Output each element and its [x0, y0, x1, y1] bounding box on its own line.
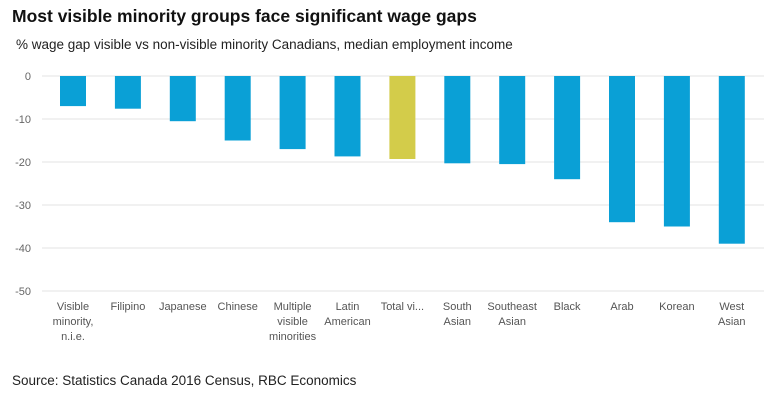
- x-category-label: Visible minority, n.i.e.: [53, 301, 94, 343]
- x-category-label: Korean: [659, 301, 694, 313]
- x-category-label: Southeast Asian: [487, 301, 537, 328]
- bars: [60, 76, 745, 244]
- x-category-label-line: Chinese: [218, 301, 258, 313]
- bar: [499, 76, 526, 165]
- bar: [609, 76, 635, 223]
- x-category-label-line: minority,: [53, 316, 94, 328]
- x-category-label: Arab: [610, 301, 633, 313]
- x-category-label: Japanese: [159, 301, 207, 313]
- x-category-label-line: Filipino: [110, 301, 145, 313]
- x-category-label-line: Korean: [659, 301, 694, 313]
- bar: [334, 76, 361, 157]
- x-category-label-line: American: [324, 316, 370, 328]
- x-category-label-line: Latin: [336, 301, 360, 313]
- x-category-label-line: minorities: [269, 331, 317, 343]
- x-category-label-line: Arab: [610, 301, 633, 313]
- y-tick-label: -30: [15, 200, 31, 212]
- bar: [554, 76, 581, 180]
- x-category-label-line: Asian: [444, 316, 472, 328]
- bar: [60, 76, 86, 107]
- x-category-label-line: n.i.e.: [61, 331, 85, 343]
- bar: [224, 76, 251, 141]
- x-category-label-line: visible: [277, 316, 308, 328]
- x-category-label-line: Asian: [498, 316, 526, 328]
- chart-subtitle: % wage gap visible vs non-visible minori…: [16, 37, 513, 52]
- x-category-label: West Asian: [718, 301, 746, 328]
- bar: [663, 76, 690, 227]
- x-category-label: South Asian: [443, 301, 472, 328]
- source-note: Source: Statistics Canada 2016 Census, R…: [12, 373, 357, 388]
- x-category-label-line: South: [443, 301, 472, 313]
- y-tick-label: -10: [15, 114, 31, 126]
- y-tick-label: -20: [15, 157, 31, 169]
- x-category-label: Chinese: [218, 301, 258, 313]
- x-category-label: Filipino: [110, 301, 145, 313]
- y-tick-label: -40: [15, 243, 31, 255]
- x-category-label: Multiple visible minorities: [269, 301, 317, 343]
- y-tick-label: -50: [15, 286, 31, 298]
- x-category-label-line: Southeast: [487, 301, 537, 313]
- bar: [169, 76, 196, 122]
- y-axis-ticks: 0 -10 -20 -30 -40 -50: [15, 71, 31, 298]
- x-category-label-line: West: [719, 301, 744, 313]
- x-axis-labels: Visible minority, n.i.e. Filipino Japanese Ch…: [53, 301, 746, 343]
- bar: [389, 76, 416, 159]
- bar: [279, 76, 306, 150]
- x-category-label: Total vi...: [381, 301, 424, 313]
- bar: [114, 76, 141, 109]
- bar: [718, 76, 745, 244]
- x-category-label-line: Asian: [718, 316, 746, 328]
- chart-title: Most visible minority groups face signif…: [12, 6, 477, 26]
- x-category-label-line: Black: [554, 301, 581, 313]
- x-category-label-line: Visible: [57, 301, 89, 313]
- bar: [444, 76, 471, 164]
- x-category-label-line: Total vi...: [381, 301, 424, 313]
- x-category-label-line: Multiple: [274, 301, 312, 313]
- x-category-label-line: Japanese: [159, 301, 207, 313]
- x-category-label: Latin American: [324, 301, 370, 328]
- y-tick-label: 0: [25, 71, 31, 83]
- x-category-label: Black: [554, 301, 581, 313]
